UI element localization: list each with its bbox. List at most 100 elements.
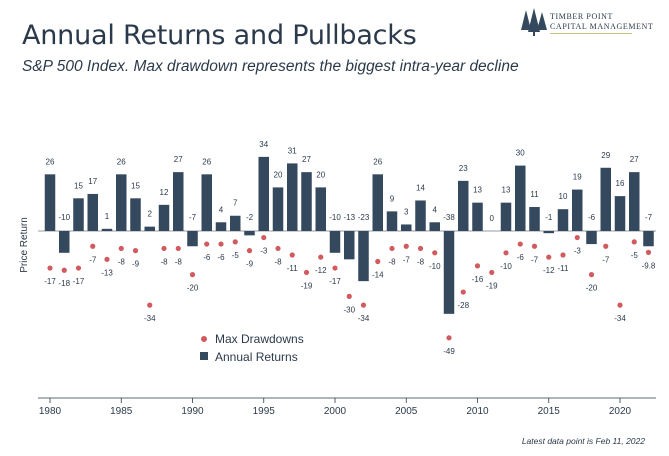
bar [158, 204, 170, 231]
chart-subtitle: S&P 500 Index. Max drawdown represents t… [22, 58, 519, 75]
bar-value-label: 4 [219, 205, 224, 214]
drawdown-dot [389, 245, 395, 252]
drawdown-dot [460, 289, 466, 295]
drawdown-value-label: -5 [232, 251, 240, 260]
drawdown-value-label: -9 [246, 260, 254, 269]
drawdown-dot [132, 248, 139, 254]
bar [458, 180, 469, 231]
bar [643, 231, 654, 247]
drawdown-dot [261, 234, 267, 241]
drawdown-value-label: -18 [58, 279, 70, 288]
bar-value-label: 31 [288, 146, 297, 155]
drawdown-value-label: -7 [602, 255, 610, 264]
x-tick-label: 1980 [39, 406, 62, 417]
x-tick-label: 1995 [253, 406, 276, 417]
bar-value-label: -23 [358, 213, 370, 222]
bar [329, 231, 341, 253]
drawdown-dot [189, 272, 196, 278]
bar-value-label: 27 [630, 155, 639, 164]
drawdown-value-label: -17 [44, 277, 56, 286]
x-tick-label: 2005 [395, 406, 418, 417]
legend-label-drawdowns: Max Drawdowns [215, 332, 304, 346]
drawdown-dot [61, 267, 67, 273]
drawdown-value-label: -6 [217, 253, 225, 262]
bar [301, 172, 312, 231]
bar [44, 174, 56, 231]
drawdown-value-label: -19 [301, 281, 313, 290]
bar-value-label: 13 [502, 186, 511, 195]
drawdown-dot [118, 245, 124, 252]
bar [173, 172, 184, 231]
bar-value-label: -7 [645, 213, 653, 222]
bar [515, 165, 526, 231]
drawdown-dot [432, 250, 438, 256]
chart-title: Annual Returns and Pullbacks [22, 20, 417, 51]
bar-value-label: 7 [233, 199, 238, 208]
drawdown-dot [332, 265, 338, 271]
bar-value-label: -38 [443, 213, 455, 222]
drawdown-dot [503, 250, 509, 256]
drawdown-dot [403, 243, 409, 249]
bar [59, 231, 70, 253]
drawdown-dot [417, 245, 424, 252]
bar-value-label: 26 [117, 157, 126, 166]
drawdown-dot [588, 272, 595, 278]
drawdown-value-label: -10 [429, 262, 441, 271]
x-tick-label: 1990 [181, 406, 204, 417]
bar [600, 167, 611, 231]
bar-value-label: -13 [343, 213, 355, 222]
drawdown-dot [346, 293, 352, 299]
logo-line-1: Timber Point [550, 12, 613, 21]
legend-bar-marker [200, 352, 208, 360]
drawdown-value-label: -8 [274, 257, 282, 266]
legend-label-returns: Annual Returns [215, 350, 298, 364]
drawdown-value-label: -34 [144, 314, 156, 323]
legend-dot-marker [201, 336, 207, 342]
drawdown-value-label: -30 [343, 305, 355, 314]
drawdown-value-label: -20 [586, 284, 598, 293]
drawdown-dot [546, 254, 552, 260]
bar-value-label: -2 [246, 213, 254, 222]
drawdown-value-label: -16 [472, 275, 484, 284]
bar [130, 198, 141, 231]
bar [358, 231, 369, 282]
drawdown-dot [360, 302, 367, 308]
drawdown-dot [289, 252, 295, 258]
drawdown-dot [531, 243, 538, 249]
bar [144, 226, 155, 231]
bar [215, 222, 227, 231]
bar [87, 193, 98, 231]
drawdown-value-label: -14 [372, 271, 384, 280]
bar-value-label: 30 [516, 149, 525, 158]
drawdown-dot [147, 302, 153, 308]
drawdown-value-label: -7 [531, 255, 539, 264]
bar [101, 228, 113, 231]
drawdown-dot [574, 234, 580, 241]
drawdown-value-label: -17 [329, 277, 341, 286]
bar-value-label: 27 [302, 155, 311, 164]
logo-text: Timber Point Capital Management [550, 12, 653, 32]
drawdown-value-label: -7 [403, 255, 411, 264]
drawdown-value-label: -6 [203, 253, 211, 262]
drawdown-dot [232, 239, 238, 245]
drawdown-value-label: -17 [73, 277, 85, 286]
bar-value-label: 20 [274, 170, 283, 179]
bar-value-label: 17 [88, 177, 97, 186]
bar-value-label: -10 [58, 213, 70, 222]
drawdown-dot [218, 241, 224, 247]
bar [429, 222, 440, 231]
drawdown-value-label: -34 [358, 314, 370, 323]
drawdown-value-label: -11 [558, 264, 570, 273]
bar [401, 224, 412, 231]
bar-value-label: 10 [559, 192, 568, 201]
bar-value-label: 15 [131, 181, 140, 190]
drawdown-value-label: -12 [315, 266, 327, 275]
bar [629, 172, 640, 231]
bar [258, 156, 269, 231]
drawdown-dot [104, 256, 110, 262]
drawdown-value-label: -7 [89, 255, 97, 264]
bar [187, 231, 198, 247]
bar [315, 187, 326, 231]
bar-value-label: 12 [160, 188, 169, 197]
drawdown-dot [489, 269, 495, 276]
